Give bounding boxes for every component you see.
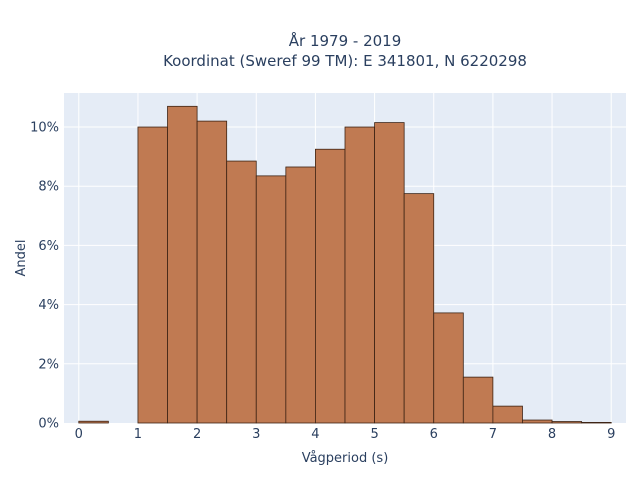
histogram-bar-3 bbox=[196, 120, 228, 424]
x-tick-label-1: 1 bbox=[134, 427, 142, 442]
x-tick-label-5: 5 bbox=[370, 427, 378, 442]
x-tick-label-2: 2 bbox=[193, 427, 201, 442]
y-axis-label: Andel bbox=[14, 240, 29, 277]
x-tick-label-8: 8 bbox=[548, 427, 556, 442]
histogram-bar-9 bbox=[374, 122, 405, 424]
chart-title-line-2: Koordinat (Sweref 99 TM): E 341801, N 62… bbox=[163, 52, 527, 70]
histogram-bar-13 bbox=[492, 405, 523, 424]
histogram-bars bbox=[78, 105, 612, 424]
x-tick-label-9: 9 bbox=[607, 427, 615, 442]
histogram-bar-14 bbox=[522, 419, 553, 424]
y-tick-label-4: 8% bbox=[38, 180, 59, 195]
histogram-bar-12 bbox=[462, 376, 494, 424]
x-tick-label-0: 0 bbox=[75, 427, 83, 442]
x-tick-label-6: 6 bbox=[430, 427, 438, 442]
x-tick-label-7: 7 bbox=[489, 427, 497, 442]
x-tick-label-4: 4 bbox=[311, 427, 319, 442]
histogram-bar-11 bbox=[433, 312, 464, 424]
x-axis-label: Vågperiod (s) bbox=[302, 451, 389, 466]
histogram-bar-8 bbox=[344, 126, 375, 424]
y-tick-label-2: 4% bbox=[38, 298, 59, 313]
histogram-bar-5 bbox=[255, 175, 287, 424]
y-tick-label-0: 0% bbox=[38, 417, 59, 432]
histogram-bar-16 bbox=[581, 422, 612, 424]
histogram-bar-2 bbox=[167, 105, 198, 424]
histogram-bar-6 bbox=[285, 166, 316, 424]
x-axis-ticks: 0 1 2 3 4 5 6 7 8 9 bbox=[75, 427, 616, 442]
histogram-bar-4 bbox=[226, 160, 257, 424]
chart-title-line-1: År 1979 - 2019 bbox=[289, 31, 402, 50]
histogram-bar-15 bbox=[551, 421, 583, 424]
y-tick-label-3: 6% bbox=[38, 239, 59, 254]
x-tick-label-3: 3 bbox=[252, 427, 260, 442]
histogram-bar-7 bbox=[315, 148, 346, 424]
y-axis-ticks: 0% 2% 4% 6% 8% 10% bbox=[30, 121, 59, 432]
y-tick-label-1: 2% bbox=[38, 357, 59, 372]
y-tick-label-5: 10% bbox=[30, 121, 59, 136]
histogram-bar-1 bbox=[137, 126, 168, 424]
histogram-bar-0 bbox=[78, 420, 109, 424]
histogram-bar-10 bbox=[403, 193, 435, 424]
